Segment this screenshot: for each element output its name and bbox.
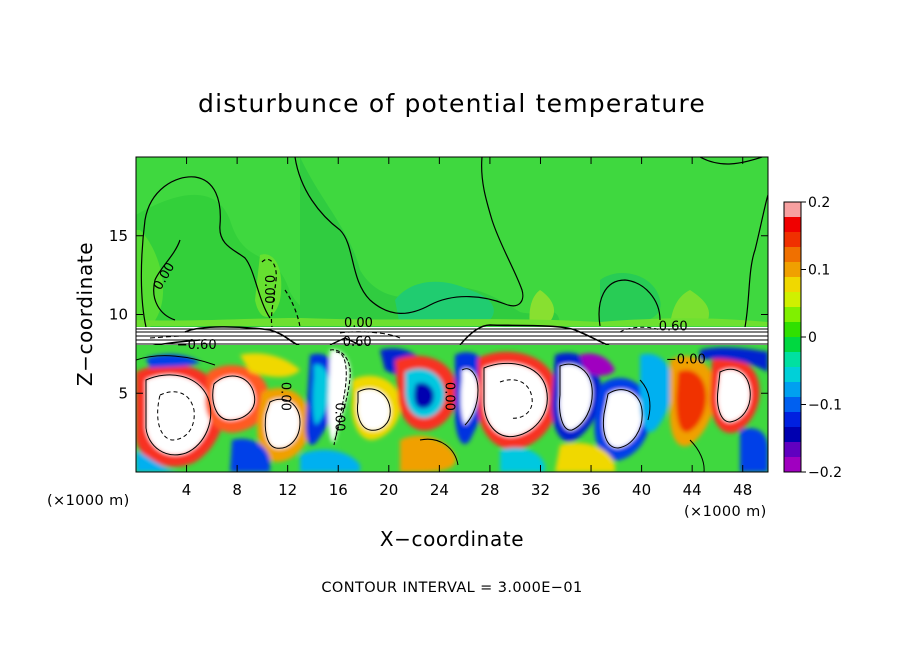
x-tick-label: 44 [683,481,702,499]
colorbar-ticks: 0.2 0.1 0 −0.1 −0.2 [801,195,842,481]
colorbar-swatch [784,427,801,443]
y-tick-label: 10 [109,306,128,324]
colorbar-tick-label: 0 [808,330,817,346]
contour-label: −0.60 [177,338,217,353]
x-unit-label-right: (×1000 m) [684,504,767,520]
x-tick-label: 20 [379,481,398,499]
plot-area [136,157,768,472]
contour-label: 0.00 [442,382,457,411]
colorbar-swatch [784,232,801,248]
colorbar-swatch [784,457,801,473]
colorbar-tick-label: 0.2 [808,195,830,211]
colorbar-swatch [784,337,801,353]
y-axis-ticks: 5 10 15 [109,227,768,402]
x-tick-label: 12 [278,481,297,499]
contour-label: 0.60 [659,319,688,334]
x-tick-label: 32 [531,481,550,499]
colorbar-swatch [784,397,801,413]
contour-label: 0.00 [332,402,347,431]
colorbar-swatch [784,367,801,383]
x-unit-label-left: (×1000 m) [47,493,130,509]
x-axis-label: X−coordinate [380,527,524,551]
x-tick-label: 24 [430,481,449,499]
colorbar-swatch [784,202,801,218]
contour-label: 0.60 [343,335,372,350]
contour-label: 0.00 [261,275,276,304]
band-contours [136,324,768,351]
colorbar-swatch [784,262,801,278]
colorbar-swatch [784,277,801,293]
y-tick-label: 5 [118,384,128,402]
colorbar-swatch [784,247,801,263]
y-axis-label: Z−coordinate [73,242,97,386]
x-tick-label: 40 [632,481,651,499]
colorbar-swatch [784,412,801,428]
x-tick-label: 16 [329,481,348,499]
x-axis-ticks: 4 8 12 16 20 24 28 32 36 40 44 48 [182,157,752,499]
colorbar-swatch [784,442,801,458]
colorbar [783,201,802,473]
contour-interval-note: CONTOUR INTERVAL = 3.000E−01 [321,580,582,596]
colorbar-swatch [784,217,801,233]
colorbar-tick-label: 0.1 [808,263,830,279]
y-tick-label: 15 [109,227,128,245]
colorbar-tick-label: −0.1 [808,398,842,414]
colorbar-swatch [784,292,801,308]
x-tick-label: 28 [480,481,499,499]
upper-contours [140,157,768,328]
chart-title: disturbunce of potential temperature [198,89,706,118]
colorbar-swatch [784,352,801,368]
contour-label: 0.00 [344,316,373,331]
contour-label: 0.00 [277,382,292,411]
colorbar-swatch [784,382,801,398]
upper-layer-patches [136,157,768,327]
x-tick-label: 4 [182,481,192,499]
colorbar-swatch [784,307,801,323]
x-tick-label: 8 [232,481,242,499]
lower-layer [136,345,768,472]
contour-label: −0.00 [666,352,706,367]
x-tick-label: 36 [581,481,600,499]
colorbar-swatch [784,322,801,338]
colorbar-tick-label: −0.2 [808,465,842,481]
x-tick-label: 48 [733,481,752,499]
